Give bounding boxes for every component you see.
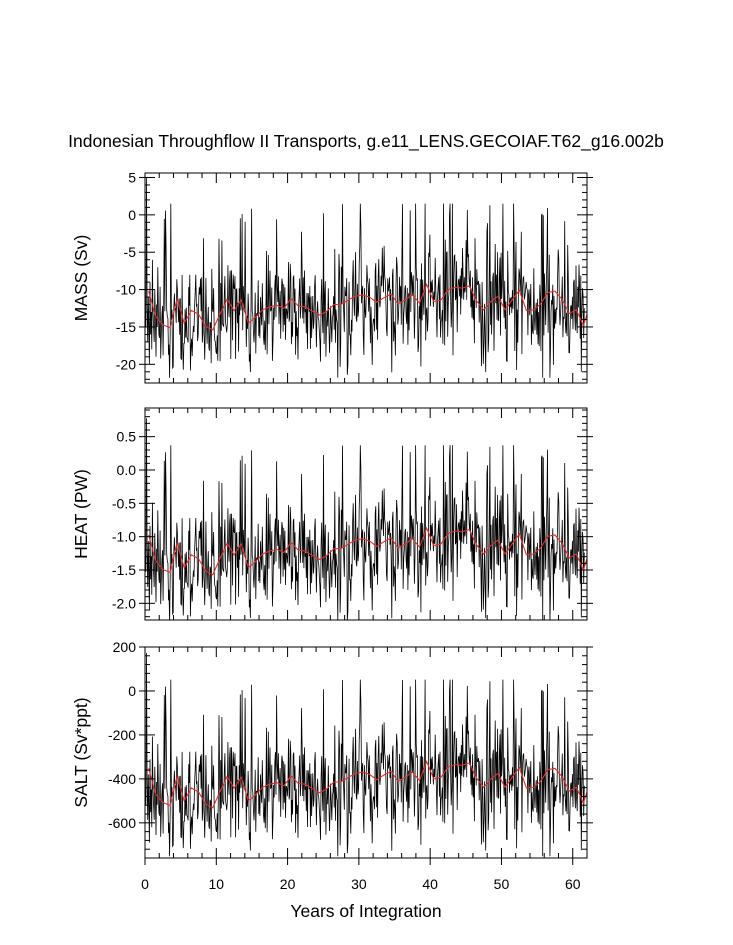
heat-y-tick-label: -2.0 <box>112 595 136 611</box>
panel-salt: 200 0 -200 -400 -600 SALT (Sv*ppt) <box>71 639 593 859</box>
heat-y-tick-label: -1.0 <box>112 529 136 545</box>
mass-y-tick-label: -5 <box>124 244 137 260</box>
salt-monthly-series-line <box>145 652 585 857</box>
x-tick-label: 30 <box>351 876 367 892</box>
x-tick-label: 40 <box>422 876 438 892</box>
heat-y-tick-label: 0.0 <box>117 462 137 478</box>
panels: 5 0 -5 -10 -15 -20 MASS (Sv) 0.5 0.0 -0.5 -1.0 -1.5… <box>71 169 593 859</box>
panel-mass: 5 0 -5 -10 -15 -20 MASS (Sv) <box>71 169 593 384</box>
heat-annual-mean-line <box>148 526 587 576</box>
salt-y-tick-label: -400 <box>108 771 136 787</box>
salt-y-tick-label: 200 <box>113 639 137 655</box>
mass-panel-frame <box>144 172 588 384</box>
mass-y-tick-label: 5 <box>128 169 136 185</box>
heat-y-tick-label: 0.5 <box>117 429 137 445</box>
panel-heat: 0.5 0.0 -0.5 -1.0 -1.5 -2.0 HEAT (PW) <box>71 407 593 621</box>
mass-monthly-series-line <box>145 177 585 378</box>
heat-y-tick-label: -0.5 <box>112 495 136 511</box>
mass-annual-mean-line <box>148 282 587 331</box>
chart-title: Indonesian Throughflow II Transports, g.… <box>68 131 664 152</box>
salt-y-axis-label: SALT (Sv*ppt) <box>71 697 91 807</box>
mass-y-tick-label: 0 <box>128 207 136 223</box>
mass-y-tick-label: -20 <box>116 356 136 372</box>
x-tick-label: 60 <box>565 876 581 892</box>
heat-y-axis-label: HEAT (PW) <box>71 469 91 559</box>
salt-y-tick-label: 0 <box>128 683 136 699</box>
salt-y-tick-label: -200 <box>108 727 136 743</box>
x-tick-label: 10 <box>209 876 225 892</box>
x-axis-label: Years of Integration <box>290 901 441 921</box>
x-tick-label: 50 <box>494 876 510 892</box>
salt-annual-mean-line <box>148 759 587 809</box>
heat-panel-frame <box>144 407 588 621</box>
heat-y-tick-label: -1.5 <box>112 562 136 578</box>
mass-y-axis-label: MASS (Sv) <box>71 235 91 322</box>
salt-y-tick-label: -600 <box>108 815 136 831</box>
mass-y-tick-label: -10 <box>116 282 136 298</box>
x-axis: 0 10 20 30 40 50 60 <box>141 858 581 892</box>
heat-monthly-series-line <box>145 418 585 620</box>
mass-y-tick-label: -15 <box>116 319 136 335</box>
x-tick-label: 20 <box>280 876 296 892</box>
x-tick-label: 0 <box>141 876 149 892</box>
